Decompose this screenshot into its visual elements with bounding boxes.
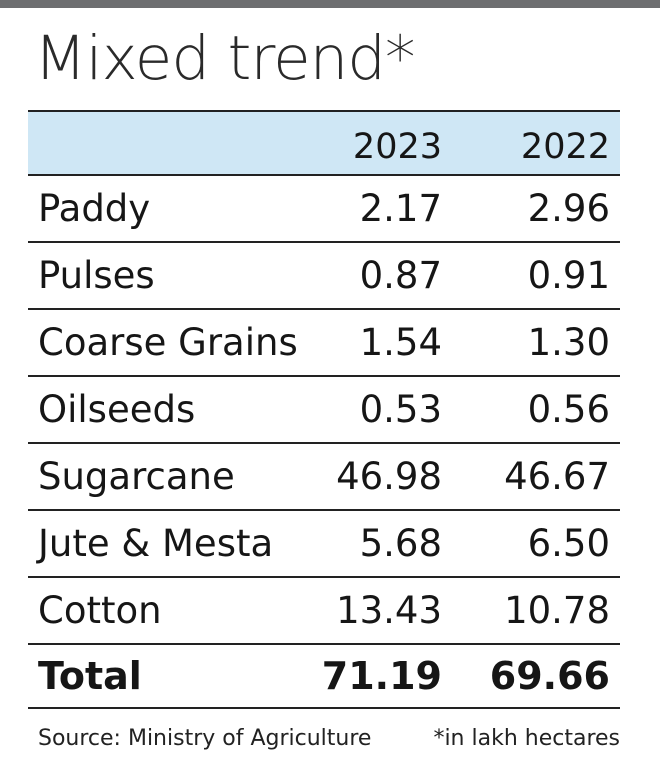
row-label: Paddy	[38, 187, 151, 230]
total-row: Total 71.19 69.66	[28, 645, 620, 709]
row-label: Cotton	[38, 589, 162, 632]
total-value-2023: 71.19	[321, 654, 442, 698]
unit-footnote: *in lakh hectares	[433, 726, 620, 751]
row-label: Oilseeds	[38, 388, 196, 431]
total-label: Total	[38, 654, 142, 698]
value-2022: 0.56	[527, 388, 610, 431]
row-label: Coarse Grains	[38, 321, 298, 364]
row-label: Jute & Mesta	[38, 522, 274, 565]
table-row: Pulses 0.87 0.91	[28, 243, 620, 310]
value-2023: 5.68	[359, 522, 442, 565]
column-header-2022: 2022	[520, 127, 610, 167]
value-2023: 2.17	[359, 187, 442, 230]
value-2023: 0.53	[359, 388, 442, 431]
table-row: Oilseeds 0.53 0.56	[28, 377, 620, 444]
top-accent-bar	[0, 0, 660, 8]
value-2022: 6.50	[527, 522, 610, 565]
value-2023: 46.98	[336, 455, 442, 498]
table-row: Coarse Grains 1.54 1.30	[28, 310, 620, 377]
source-note: Source: Ministry of Agriculture	[38, 726, 372, 751]
value-2022: 1.30	[527, 321, 610, 364]
table-header-row: 2023 2022	[28, 110, 620, 176]
value-2023: 13.43	[336, 589, 442, 632]
total-value-2022: 69.66	[489, 654, 610, 698]
value-2022: 0.91	[527, 254, 610, 297]
value-2022: 46.67	[504, 455, 610, 498]
column-header-2023: 2023	[352, 127, 442, 167]
table-row: Sugarcane 46.98 46.67	[28, 444, 620, 511]
table-row: Paddy 2.17 2.96	[28, 176, 620, 243]
crop-area-table: 2023 2022 Paddy 2.17 2.96 Pulses 0.87 0.…	[28, 110, 620, 709]
table-row: Cotton 13.43 10.78	[28, 578, 620, 645]
chart-title: Mixed trend*	[34, 23, 416, 94]
row-label: Pulses	[38, 254, 155, 297]
row-label: Sugarcane	[38, 455, 235, 498]
table-row: Jute & Mesta 5.68 6.50	[28, 511, 620, 578]
value-2022: 2.96	[527, 187, 610, 230]
value-2022: 10.78	[504, 589, 610, 632]
value-2023: 1.54	[359, 321, 442, 364]
value-2023: 0.87	[359, 254, 442, 297]
